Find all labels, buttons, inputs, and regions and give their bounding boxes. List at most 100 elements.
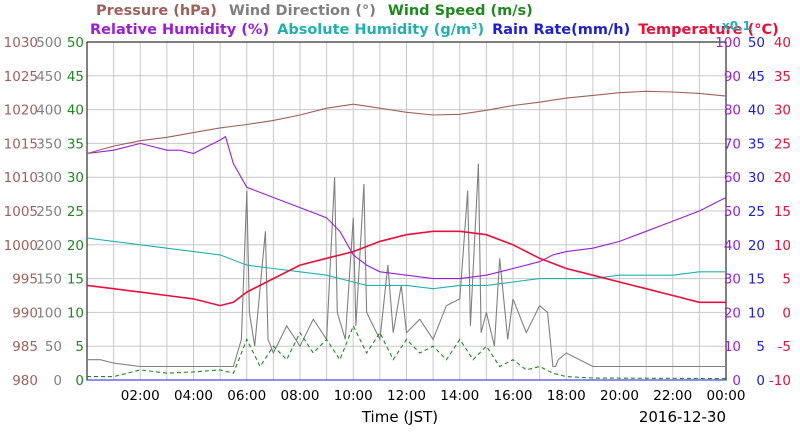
x-tick-label: 06:00 [227, 388, 266, 404]
x-tick-label: 14:00 [440, 388, 479, 404]
right-tick-rain-rate: 20 [748, 238, 765, 254]
left-tick-pressure: 1000 [4, 238, 38, 254]
left-tick-wind-speed: 40 [67, 103, 84, 119]
series-relative-humidity [86, 135, 727, 280]
left-tick-wind-direction: 300 [36, 170, 62, 186]
left-tick-pressure: 990 [12, 305, 38, 321]
left-tick-wind-speed: 15 [67, 272, 84, 288]
left-tick-wind-speed: 45 [67, 69, 84, 85]
date-label: 2016-12-30 [639, 408, 726, 426]
x-tick-label: 18:00 [547, 388, 586, 404]
right-tick-humidity: 10 [724, 339, 741, 355]
left-tick-pressure: 1025 [4, 69, 38, 85]
legend-entry: Absolute Humidity (g/m³) [277, 22, 484, 38]
left-axes: 1030102510201015101010051000995990985980… [4, 35, 84, 389]
left-tick-wind-speed: 25 [67, 204, 84, 220]
left-tick-pressure: 1010 [4, 170, 38, 186]
left-tick-wind-speed: 0 [75, 373, 84, 389]
left-tick-wind-direction: 450 [36, 69, 62, 85]
series-temperature-c [86, 230, 726, 307]
right-tick-temperature: 0 [782, 305, 791, 321]
x-tick-label: 08:00 [281, 388, 320, 404]
left-tick-wind-speed: 50 [67, 35, 84, 51]
legend-entry: Relative Humidity (%) [90, 22, 269, 38]
right-tick-humidity: 20 [724, 305, 741, 321]
right-tick-humidity: 100 [715, 35, 741, 51]
right-tick-temperature: -5 [778, 339, 791, 355]
left-tick-wind-direction: 100 [36, 305, 62, 321]
absolute-humidity-scale-note: x0.1 [722, 19, 751, 33]
right-tick-rain-rate: 10 [748, 305, 765, 321]
right-tick-temperature: -10 [769, 373, 791, 389]
right-tick-humidity: 50 [724, 204, 741, 220]
series-wind-speed-m-s [87, 324, 727, 380]
right-tick-temperature: 10 [774, 238, 791, 254]
left-tick-pressure: 1030 [4, 35, 38, 51]
legend-entry: Rain Rate(mm/h) [492, 22, 630, 38]
x-tick-label: 16:00 [494, 388, 533, 404]
right-tick-humidity: 0 [732, 373, 741, 389]
legend: Pressure (hPa) Wind Direction (°) Wind Spe… [90, 3, 779, 38]
x-axis: 02:00 04:00 06:00 08:00 10:00 12:00 14:00 16:00… [121, 388, 746, 404]
left-tick-wind-speed: 35 [67, 136, 84, 152]
left-tick-wind-direction: 50 [45, 339, 62, 355]
left-tick-wind-speed: 5 [75, 339, 84, 355]
right-axes: 1009080706050403020100504540353025201510… [715, 35, 791, 389]
x-tick-label: 00:00 [707, 388, 746, 404]
left-tick-wind-direction: 350 [36, 136, 62, 152]
left-tick-wind-direction: 150 [36, 272, 62, 288]
legend-entry: Wind Speed (m/s) [388, 3, 533, 19]
x-tick-label: 22:00 [653, 388, 692, 404]
plot-area [86, 90, 727, 381]
left-tick-pressure: 1015 [4, 136, 38, 152]
left-tick-pressure: 995 [12, 272, 38, 288]
left-tick-wind-speed: 30 [67, 170, 84, 186]
left-tick-pressure: 1005 [4, 204, 38, 220]
right-tick-rain-rate: 15 [748, 272, 765, 288]
x-tick-label: 10:00 [334, 388, 373, 404]
legend-entry: Temperature (°C) [638, 22, 779, 38]
left-tick-pressure: 1020 [4, 103, 38, 119]
left-tick-wind-direction: 250 [36, 204, 62, 220]
right-tick-rain-rate: 50 [748, 35, 765, 51]
right-tick-temperature: 25 [774, 136, 791, 152]
left-tick-wind-speed: 20 [67, 238, 84, 254]
left-tick-wind-direction: 200 [36, 238, 62, 254]
left-tick-pressure: 985 [12, 339, 38, 355]
right-tick-rain-rate: 30 [748, 170, 765, 186]
right-tick-humidity: 70 [724, 136, 741, 152]
x-tick-label: 02:00 [121, 388, 160, 404]
right-tick-rain-rate: 5 [756, 339, 765, 355]
right-tick-humidity: 90 [724, 69, 741, 85]
right-tick-humidity: 60 [724, 170, 741, 186]
right-tick-temperature: 15 [774, 204, 791, 220]
right-tick-temperature: 30 [774, 103, 791, 119]
x-tick-label: 20:00 [600, 388, 639, 404]
right-tick-temperature: 40 [774, 35, 791, 51]
series-wind-direction [87, 163, 726, 368]
right-tick-humidity: 80 [724, 103, 741, 119]
right-tick-temperature: 5 [782, 272, 791, 288]
left-tick-wind-direction: 500 [36, 35, 62, 51]
legend-entry: Pressure (hPa) [96, 3, 217, 19]
left-tick-pressure: 980 [12, 373, 38, 389]
left-tick-wind-direction: 400 [36, 103, 62, 119]
right-tick-temperature: 20 [774, 170, 791, 186]
series-absolute-humidity-g-m [86, 237, 726, 290]
series-pressure-hpa [86, 90, 727, 155]
right-tick-rain-rate: 35 [748, 136, 765, 152]
right-tick-rain-rate: 45 [748, 69, 765, 85]
x-axis-label: Time (JST) [361, 408, 438, 426]
x-tick-label: 04:00 [174, 388, 213, 404]
right-tick-temperature: 35 [774, 69, 791, 85]
x-tick-label: 12:00 [387, 388, 426, 404]
right-tick-rain-rate: 0 [756, 373, 765, 389]
right-tick-humidity: 30 [724, 272, 741, 288]
right-tick-rain-rate: 25 [748, 204, 765, 220]
right-tick-humidity: 40 [724, 238, 741, 254]
left-tick-wind-speed: 10 [67, 305, 84, 321]
legend-entry: Wind Direction (°) [229, 3, 376, 19]
left-tick-wind-direction: 0 [53, 373, 62, 389]
right-tick-rain-rate: 40 [748, 103, 765, 119]
